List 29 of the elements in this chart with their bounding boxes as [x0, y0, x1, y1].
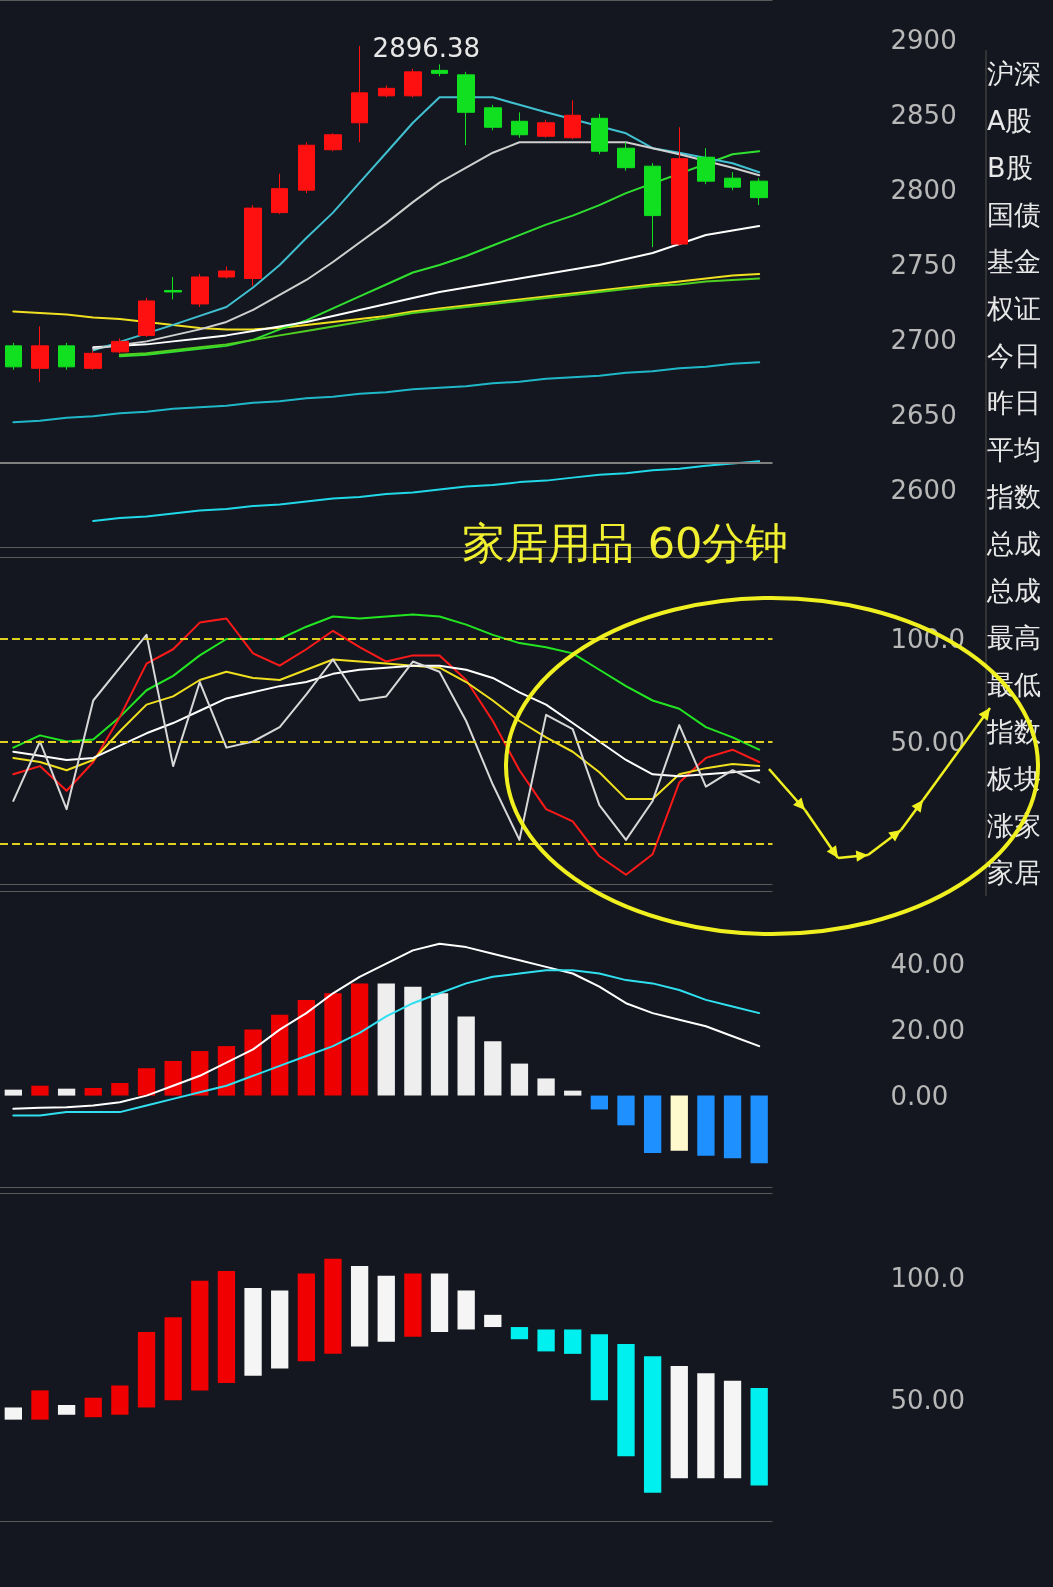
y-tick-label: 50.00 [890, 726, 965, 757]
y-tick-label: 2900 [890, 25, 957, 56]
text: 基金 [987, 245, 1042, 279]
y-tick-label: 20.00 [890, 1014, 965, 1045]
text: 总成 [987, 527, 1042, 561]
y-tick-label: 2650 [890, 399, 957, 430]
text: 总成 [987, 574, 1042, 608]
text: A股 [987, 104, 1034, 138]
y-tick-label: 0.00 [890, 1080, 949, 1111]
y-tick-label: 2700 [890, 324, 957, 355]
text: 沪深 [987, 57, 1042, 91]
y-tick-label: 2750 [890, 250, 957, 281]
y-tick-label: 50.00 [890, 1385, 965, 1416]
text: 指数 [987, 480, 1042, 514]
y-tick-label: 2800 [890, 175, 957, 206]
text: B股 [987, 151, 1034, 185]
text: 家居 [987, 856, 1042, 890]
text: 国债 [987, 198, 1042, 232]
text: 权证 [987, 292, 1042, 326]
y-tick-label: 40.00 [890, 948, 965, 979]
text: 最高 [987, 621, 1042, 655]
text: 昨日 [987, 386, 1042, 420]
annotation: 2896.38 [372, 32, 481, 63]
y-tick-label: 100.0 [890, 1263, 965, 1294]
y-tick-label: 2850 [890, 100, 957, 131]
text: 平均 [987, 433, 1042, 467]
y-tick-label: 2600 [890, 474, 957, 505]
chart-title: 家居用品 60分钟 [462, 517, 789, 570]
text: 今日 [987, 339, 1042, 373]
